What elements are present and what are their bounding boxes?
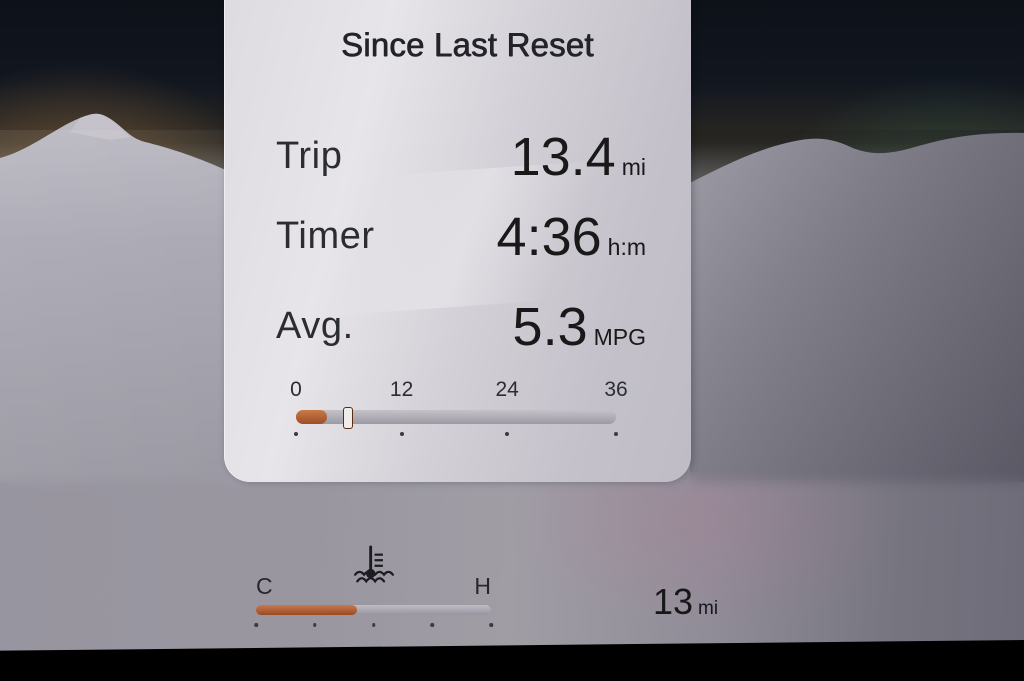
svg-text:A: A [118, 589, 132, 612]
